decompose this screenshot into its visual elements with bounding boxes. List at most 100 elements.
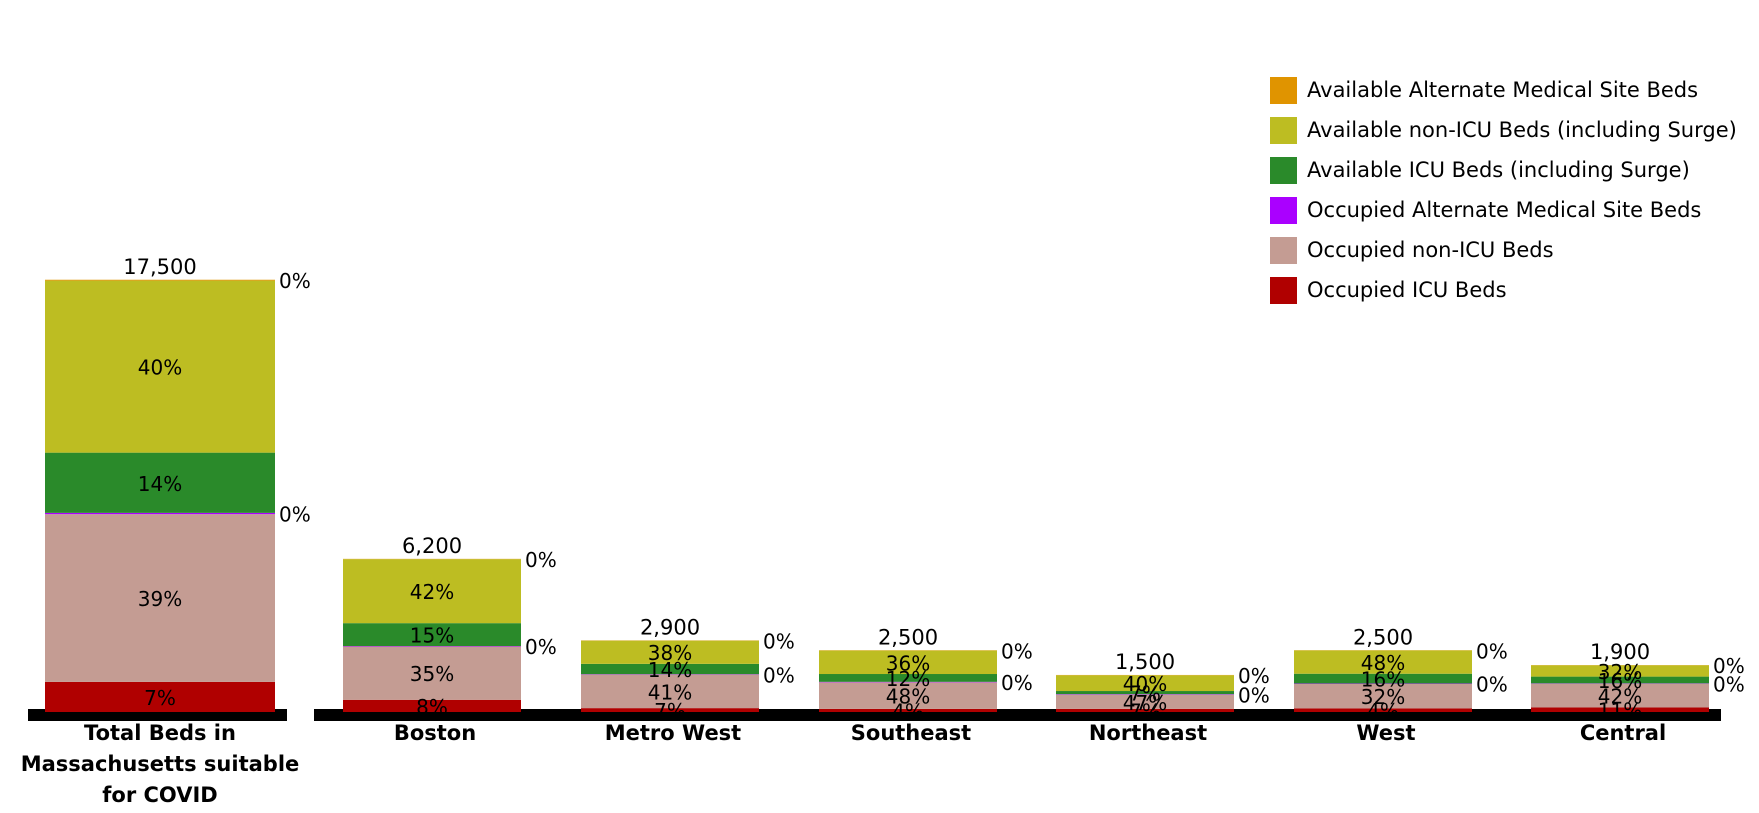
segment-label-available-non-icu-beds-including-surge: 32% [1598, 660, 1642, 684]
segment-label-occupied-icu-beds: 11% [1598, 699, 1642, 723]
segment-label-occupied-alternate-medical-site-beds: 0% [1476, 673, 1508, 697]
bar-segment-available-non-icu-beds-including-surge [581, 640, 759, 664]
bar-segment-occupied-icu-beds [1294, 708, 1472, 712]
segment-label-available-alternate-medical-site-beds: 0% [763, 629, 795, 653]
segment-label-available-non-icu-beds-including-surge: 48% [1361, 651, 1405, 675]
legend-label: Occupied ICU Beds [1307, 278, 1507, 302]
segment-label-available-icu-beds-including-surge: 15% [410, 624, 454, 648]
bar-segment-available-icu-beds-including-surge [1294, 673, 1472, 684]
segment-label-occupied-non-icu-beds: 42% [1598, 685, 1642, 709]
segment-label-available-alternate-medical-site-beds: 0% [525, 548, 557, 572]
category-label-west: West [1356, 721, 1416, 745]
segment-label-available-alternate-medical-site-beds: 0% [1238, 664, 1270, 688]
legend-item: Occupied ICU Beds [1270, 270, 1737, 310]
bar-total-label: 2,500 [878, 625, 938, 649]
segment-label-available-alternate-medical-site-beds: 0% [1476, 639, 1508, 663]
legend-swatch-occupied-icu [1270, 276, 1297, 304]
legend-item: Available Alternate Medical Site Beds [1270, 70, 1737, 110]
segment-label-available-icu-beds-including-surge: 14% [648, 658, 692, 682]
legend-swatch-available-alternate [1270, 76, 1297, 104]
segment-label-available-icu-beds-including-surge: 16% [1361, 668, 1405, 692]
segment-label-occupied-non-icu-beds: 35% [410, 662, 454, 686]
segment-label-occupied-alternate-medical-site-beds: 0% [1713, 673, 1745, 697]
bar-segment-available-non-icu-beds-including-surge [1531, 665, 1709, 677]
bar-segment-occupied-non-icu-beds [1056, 694, 1234, 709]
segment-label-occupied-non-icu-beds: 47% [1123, 691, 1167, 715]
segment-label-occupied-non-icu-beds: 32% [1361, 685, 1405, 709]
segment-label-available-alternate-medical-site-beds: 0% [279, 269, 311, 293]
segment-label-available-icu-beds-including-surge: 12% [886, 667, 930, 691]
segment-label-occupied-icu-beds: 4% [892, 699, 924, 723]
legend-label: Available non-ICU Beds (including Surge) [1307, 118, 1737, 142]
baseline-right [314, 709, 1721, 721]
segment-label-available-icu-beds-including-surge: 7% [1129, 682, 1161, 706]
category-label-central: Central [1579, 721, 1667, 745]
segment-label-occupied-alternate-medical-site-beds: 0% [1238, 683, 1270, 707]
legend-item: Occupied Alternate Medical Site Beds [1270, 190, 1737, 230]
segment-label-occupied-alternate-medical-site-beds: 0% [763, 663, 795, 687]
bar-segment-available-icu-beds-including-surge [819, 674, 997, 682]
bar-segment-occupied-non-icu-beds [1294, 683, 1472, 709]
segment-label-available-non-icu-beds-including-surge: 40% [1123, 672, 1167, 696]
bar-total-label: 1,900 [1590, 640, 1650, 664]
bar-total-label: 6,200 [402, 534, 462, 558]
segment-label-occupied-icu-beds: 7% [654, 699, 686, 723]
bar-segment-occupied-icu-beds [581, 708, 759, 712]
bar-segment-available-non-icu-beds-including-surge [1056, 675, 1234, 692]
segment-label-occupied-icu-beds: 8% [416, 695, 448, 719]
bar-segment-available-icu-beds-including-surge [45, 452, 275, 513]
bar-segment-available-non-icu-beds-including-surge [1294, 650, 1472, 674]
bar-segment-occupied-non-icu-beds [45, 514, 275, 682]
segment-label-occupied-non-icu-beds: 39% [138, 587, 182, 611]
legend-swatch-available-icu [1270, 156, 1297, 184]
bar-segment-occupied-icu-beds [1531, 707, 1709, 712]
bar-segment-available-icu-beds-including-surge [343, 623, 521, 647]
bar-segment-occupied-non-icu-beds [1531, 683, 1709, 708]
segment-label-available-alternate-medical-site-beds: 0% [1001, 639, 1033, 663]
segment-label-occupied-icu-beds: 7% [144, 686, 176, 710]
bar-segment-available-non-icu-beds-including-surge [819, 650, 997, 675]
segment-label-available-non-icu-beds-including-surge: 40% [138, 356, 182, 380]
segment-label-occupied-non-icu-beds: 48% [886, 685, 930, 709]
bar-segment-occupied-icu-beds [45, 681, 275, 712]
bar-segment-available-icu-beds-including-surge [1056, 691, 1234, 695]
bar-total-label: 2,500 [1353, 625, 1413, 649]
legend-item: Available ICU Beds (including Surge) [1270, 150, 1737, 190]
legend-label: Occupied Alternate Medical Site Beds [1307, 198, 1702, 222]
bar-segment-occupied-icu-beds [343, 699, 521, 712]
bar-segment-occupied-non-icu-beds [819, 682, 997, 709]
segment-label-occupied-alternate-medical-site-beds: 0% [525, 635, 557, 659]
category-label-boston: Boston [393, 721, 477, 745]
legend-swatch-available-non-icu [1270, 116, 1297, 144]
segment-label-available-icu-beds-including-surge: 16% [1598, 669, 1642, 693]
bar-segment-available-alternate-medical-site-beds [45, 279, 275, 281]
category-label-metro-west: Metro West [604, 721, 742, 745]
segment-label-available-non-icu-beds-including-surge: 42% [410, 580, 454, 604]
bar-total-label: 1,500 [1115, 650, 1175, 674]
bar-segment-occupied-alternate-medical-site-beds [45, 512, 275, 515]
category-label-southeast: Southeast [850, 721, 972, 745]
bar-segment-occupied-non-icu-beds [343, 646, 521, 700]
category-label-total: Total Beds in Massachusetts suitable for… [20, 721, 300, 807]
legend-label: Available Alternate Medical Site Beds [1307, 78, 1699, 102]
bar-total-label: 2,900 [640, 615, 700, 639]
segment-label-available-non-icu-beds-including-surge: 38% [648, 641, 692, 665]
legend-swatch-occupied-alternate [1270, 196, 1297, 224]
legend-label: Available ICU Beds (including Surge) [1307, 158, 1690, 182]
bar-segment-occupied-non-icu-beds [581, 674, 759, 709]
legend-item: Available non-ICU Beds (including Surge) [1270, 110, 1737, 150]
bar-segment-occupied-icu-beds [1056, 708, 1234, 712]
legend-swatch-occupied-non-icu [1270, 236, 1297, 264]
segment-label-occupied-icu-beds: 7% [1129, 699, 1161, 723]
segment-label-occupied-non-icu-beds: 41% [648, 680, 692, 704]
segment-label-available-non-icu-beds-including-surge: 36% [886, 651, 930, 675]
bar-segment-available-non-icu-beds-including-surge [343, 559, 521, 624]
bar-total-label: 17,500 [123, 255, 196, 279]
segment-label-available-icu-beds-including-surge: 14% [138, 472, 182, 496]
legend-item: Occupied non-ICU Beds [1270, 230, 1737, 270]
segment-label-occupied-alternate-medical-site-beds: 0% [1001, 671, 1033, 695]
segment-label-occupied-icu-beds: 4% [1367, 699, 1399, 723]
bar-segment-occupied-icu-beds [819, 708, 997, 712]
bar-segment-available-icu-beds-including-surge [1531, 676, 1709, 684]
